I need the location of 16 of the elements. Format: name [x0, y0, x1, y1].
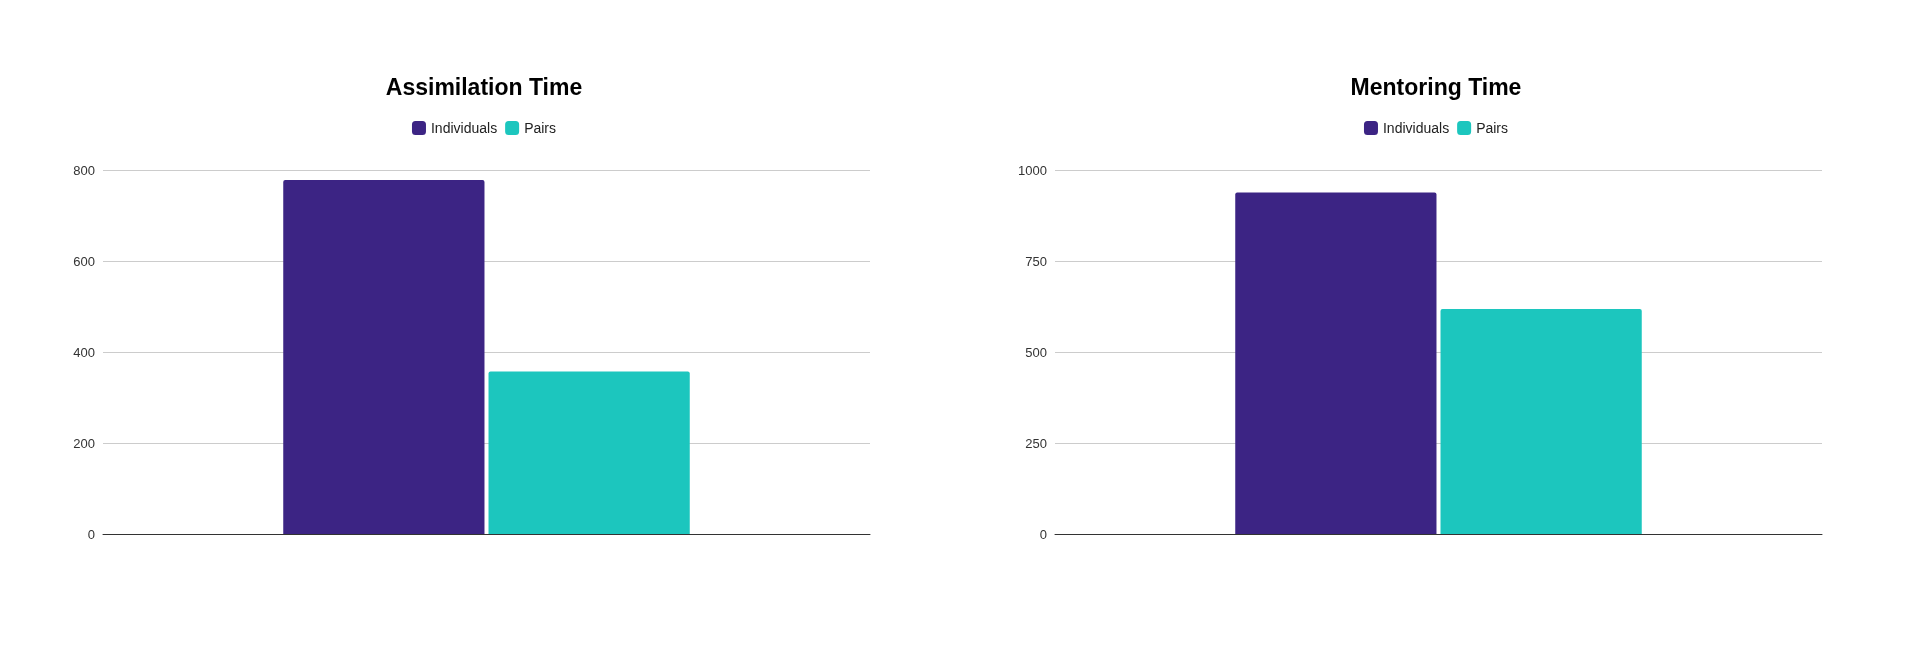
legend-label: Individuals [1382, 120, 1450, 136]
y-tick-label: 1000 [1018, 162, 1047, 178]
y-tick-label: 750 [1025, 253, 1047, 269]
y-tick-label: 600 [73, 253, 95, 269]
y-tick-label: 800 [73, 162, 95, 178]
y-tick-label: 250 [1025, 435, 1047, 451]
chart-title: Assimilation Time [385, 73, 583, 100]
legend-label: Pairs [524, 120, 557, 136]
y-tick-label: 400 [73, 344, 95, 360]
legend-label: Individuals [430, 120, 498, 136]
chart-title: Mentoring Time [1350, 73, 1522, 100]
y-tick-label: 0 [87, 526, 95, 542]
y-tick-label: 500 [1025, 344, 1047, 360]
y-tick-label: 200 [73, 435, 95, 451]
legend-label: Pairs [1476, 120, 1509, 136]
y-tick-label: 0 [1039, 526, 1047, 542]
